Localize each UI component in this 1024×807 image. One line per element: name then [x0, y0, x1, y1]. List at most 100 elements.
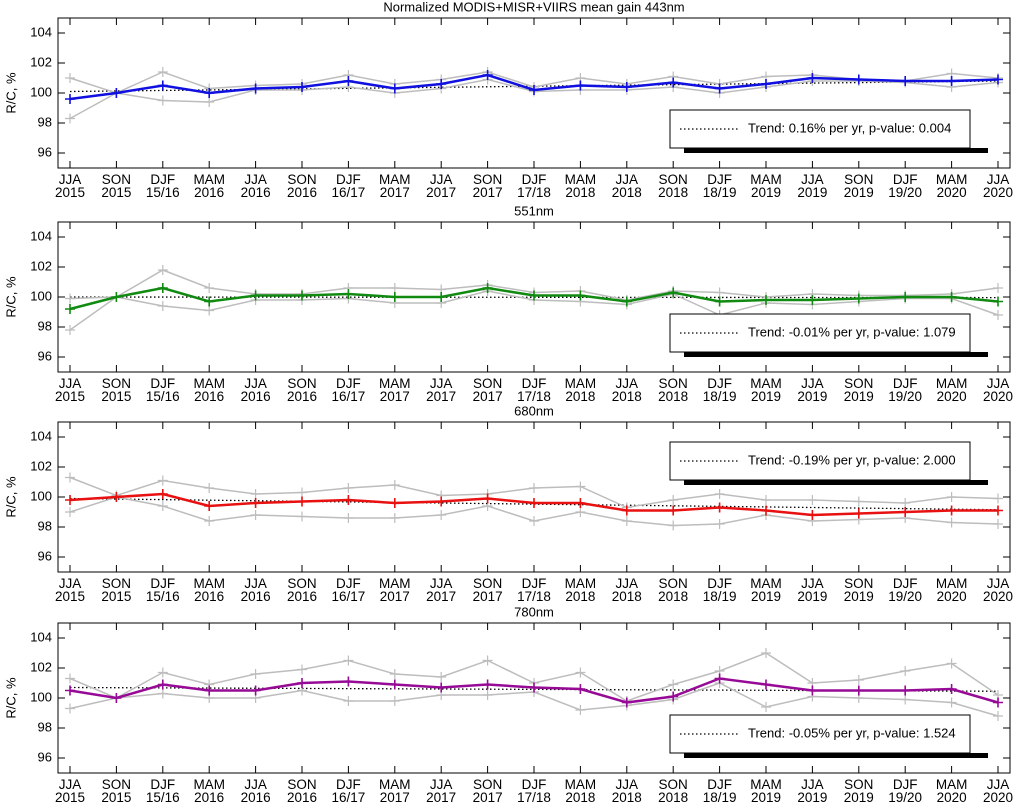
y-tick-label: 102 [30, 659, 52, 674]
point-marker [761, 505, 771, 516]
x-tick-label: MAM 2020 [935, 576, 968, 604]
y-tick-label: 98 [38, 518, 52, 533]
x-tick-label: SON 2016 [286, 576, 318, 604]
point-marker [714, 519, 725, 529]
point-marker [621, 516, 632, 526]
x-tick-label: DJF 19/20 [888, 376, 923, 404]
point-marker [297, 290, 307, 301]
point-marker [250, 489, 261, 499]
point-marker [668, 495, 679, 505]
x-tick-label: MAM 2019 [750, 172, 782, 200]
x-tick-label: DJF 15/16 [145, 172, 180, 200]
point-marker [668, 505, 679, 516]
y-tick-label: 104 [30, 428, 52, 443]
point-marker [157, 475, 168, 486]
point-marker [668, 287, 679, 298]
point-marker [575, 290, 586, 301]
legend-shadow [684, 148, 988, 153]
x-tick-label: DJF 16/17 [331, 376, 366, 404]
point-marker [714, 287, 725, 298]
y-tick-label: 102 [30, 458, 52, 473]
point-marker [853, 675, 864, 685]
point-marker [65, 472, 75, 483]
point-marker [157, 283, 168, 293]
point-marker [900, 498, 911, 508]
x-tick-label: DJF 19/20 [888, 777, 923, 805]
point-marker [111, 292, 122, 302]
legend-label: Trend: -0.05% per yr, p-value: 1.524 [748, 725, 956, 740]
legend-label: Trend: -0.19% per yr, p-value: 2.000 [748, 452, 956, 467]
point-marker [204, 501, 215, 511]
x-tick-label: JJA 2015 [54, 172, 86, 200]
point-marker [714, 489, 725, 499]
point-marker [389, 679, 400, 690]
point-marker [297, 496, 307, 507]
x-tick-label: JJA 2015 [54, 576, 86, 604]
point-marker [389, 696, 400, 706]
x-tick-label: JJA 2020 [982, 376, 1014, 404]
point-marker [389, 480, 400, 490]
point-marker [389, 283, 400, 293]
point-marker [204, 296, 215, 307]
point-marker [482, 690, 493, 700]
x-tick-label: MAM 2016 [193, 576, 225, 604]
point-marker [853, 74, 864, 85]
legend-label: Trend: -0.01% per yr, p-value: 1.079 [748, 324, 956, 339]
x-tick-label: JJA 2018 [611, 777, 642, 805]
point-marker [343, 676, 354, 687]
point-marker [807, 685, 818, 696]
x-tick-label: MAM 2019 [750, 576, 782, 604]
x-tick-label: MAM 2017 [379, 777, 411, 805]
point-marker [250, 498, 261, 508]
point-marker [900, 507, 911, 517]
x-tick-label: DJF 17/18 [517, 376, 551, 404]
x-tick-label: JJA 2017 [426, 576, 457, 604]
point-marker [436, 672, 447, 682]
point-marker [343, 696, 354, 706]
x-tick-label: DJF 17/18 [517, 777, 551, 805]
point-marker [900, 292, 911, 302]
point-marker [807, 295, 818, 305]
point-marker [993, 283, 1003, 293]
point-marker [853, 496, 864, 507]
point-marker [946, 292, 957, 302]
x-tick-label: DJF 16/17 [331, 576, 366, 604]
point-marker [436, 510, 447, 520]
point-marker [297, 487, 307, 498]
x-tick-label: JJA 2016 [240, 172, 271, 200]
legend-shadow [684, 753, 988, 758]
x-tick-label: SON 2019 [843, 576, 874, 604]
y-axis-label: R/C, % [3, 72, 18, 114]
point-marker [65, 495, 75, 505]
point-marker [297, 664, 307, 675]
point-marker [575, 498, 586, 508]
point-marker [389, 513, 400, 523]
x-tick-label: JJA 2017 [426, 376, 457, 404]
point-marker [714, 296, 725, 307]
point-marker [389, 83, 400, 94]
x-tick-label: MAM 2019 [750, 376, 782, 404]
point-marker [575, 80, 586, 91]
x-tick-label: SON 2016 [286, 172, 318, 200]
legend-shadow [684, 480, 988, 485]
x-tick-label: DJF 18/19 [702, 576, 737, 604]
point-marker [946, 492, 957, 502]
y-tick-label: 100 [30, 84, 52, 99]
x-tick-label: SON 2016 [286, 376, 318, 404]
point-marker [668, 77, 679, 88]
point-marker [993, 697, 1003, 708]
x-tick-label: MAM 2016 [193, 376, 225, 404]
x-tick-label: JJA 2016 [240, 376, 271, 404]
point-marker [389, 292, 400, 302]
y-tick-label: 100 [30, 288, 52, 303]
point-marker [993, 519, 1003, 529]
point-marker [761, 702, 771, 712]
point-marker [65, 304, 75, 314]
x-tick-label: SON 2017 [472, 576, 503, 604]
x-tick-label: SON 2016 [286, 777, 318, 805]
x-tick-label: MAM 2018 [564, 172, 597, 200]
point-marker [714, 502, 725, 513]
point-marker [993, 505, 1003, 516]
